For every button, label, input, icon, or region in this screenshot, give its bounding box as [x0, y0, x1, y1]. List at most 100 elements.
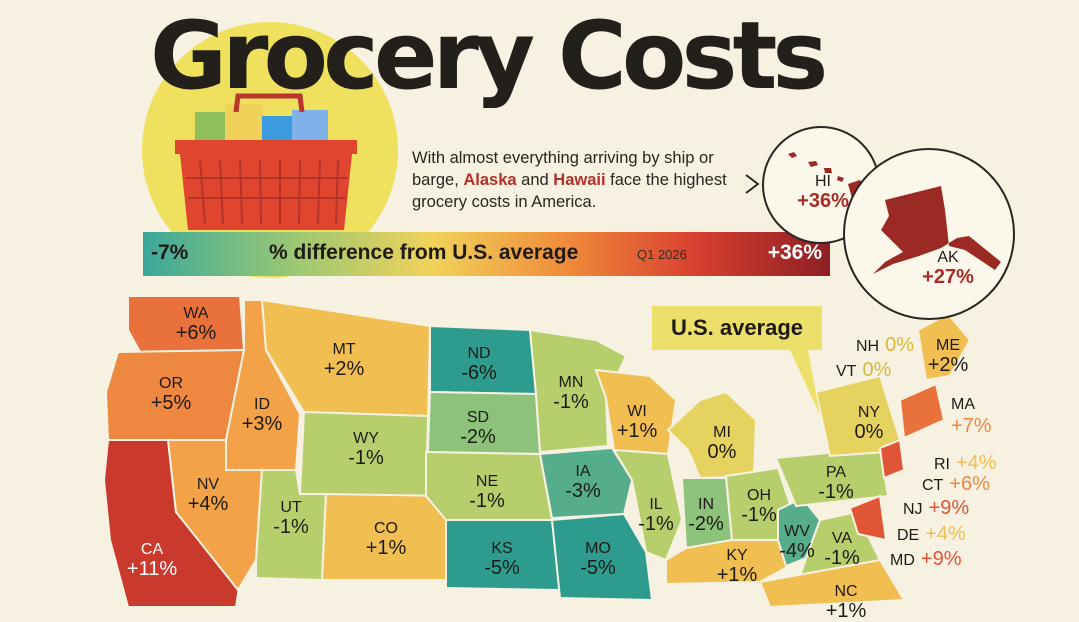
state-value: +1% [825, 599, 867, 622]
intro-text: With almost everything arriving by ship … [412, 147, 742, 213]
state-label-wi: WI +1% [616, 403, 658, 442]
usavg-pointer [790, 350, 820, 415]
state-value: +2% [323, 357, 365, 380]
side-code: NH [856, 338, 880, 355]
state-label-mt: MT +2% [323, 341, 365, 380]
state-label-ny: NY 0% [854, 404, 884, 443]
state-shape-ia [538, 446, 634, 520]
side-label-de: DE +4% [897, 522, 966, 546]
state-value: -2% [688, 512, 724, 535]
state-code: ND [467, 345, 491, 362]
state-code: VA [831, 530, 853, 547]
side-label-ma: MA +7% [951, 395, 992, 438]
state-code: WA [183, 305, 209, 322]
state-label-va: VA -1% [824, 530, 860, 569]
state-label-mi: MI 0% [707, 424, 737, 463]
state-value: -1% [638, 512, 674, 535]
legend-max: +36% [767, 241, 822, 264]
state-label-oh: OH -1% [741, 487, 777, 526]
us-average-callout: U.S. average [652, 306, 822, 350]
state-code: MI [713, 424, 731, 441]
state-shapes [102, 295, 972, 607]
state-code: OH [746, 487, 771, 504]
side-label-nh: NH 0% [856, 333, 914, 357]
state-code: MT [332, 341, 356, 358]
side-code: RI [934, 456, 950, 473]
side-value: +4% [956, 452, 997, 474]
state-label-il: IL -1% [638, 496, 674, 535]
state-value: -1% [469, 489, 505, 512]
legend-label: % difference from U.S. average [269, 241, 579, 264]
state-value: +11% [126, 557, 178, 580]
state-code: NC [834, 583, 858, 600]
state-label-or: OR +5% [151, 375, 192, 414]
state-value: +1% [616, 419, 658, 442]
page-title: Grocery Costs [150, 2, 828, 111]
state-value: -1% [818, 480, 854, 503]
side-value: 0% [862, 359, 892, 381]
side-label-ct: CT +6% [922, 472, 990, 496]
state-label-nv: NV +4% [187, 476, 229, 515]
side-code: VT [836, 363, 857, 380]
state-code: WI [627, 403, 647, 420]
state-value: +1% [365, 536, 407, 559]
state-label-id: ID +3% [241, 396, 283, 435]
state-label-in: IN -2% [688, 496, 724, 535]
side-code: MA [951, 396, 975, 413]
intro-hawaii: Hawaii [553, 171, 606, 189]
side-label-vt: VT 0% [836, 358, 891, 382]
intro-pointer [745, 174, 760, 194]
state-label-wy: WY -1% [348, 430, 384, 469]
state-label-ne: NE -1% [469, 473, 505, 512]
state-code: KS [491, 540, 513, 557]
hawaii-code: HI [815, 173, 831, 190]
state-value: -5% [484, 556, 520, 579]
state-value: -2% [460, 425, 496, 448]
state-shape-east-2 [848, 494, 888, 542]
state-code: IA [575, 463, 591, 480]
state-code: IL [649, 496, 663, 513]
state-code: SD [466, 409, 490, 426]
side-label-md: MD +9% [890, 547, 961, 571]
state-code: OR [159, 375, 183, 392]
state-value: -1% [273, 515, 309, 538]
state-label-nc: NC +1% [825, 583, 867, 622]
side-code: DE [897, 527, 920, 544]
side-value: +4% [925, 523, 966, 545]
state-value: 0% [707, 440, 737, 463]
side-code: CT [922, 477, 944, 494]
state-code: IN [697, 496, 714, 513]
state-label-mo: MO -5% [580, 540, 616, 579]
state-value: +1% [716, 563, 758, 586]
state-code: KY [726, 547, 748, 564]
intro-alaska: Alaska [463, 171, 517, 189]
intro-and: and [516, 171, 554, 189]
state-code: MN [558, 374, 584, 391]
state-label-wv: WV -4% [779, 523, 815, 562]
side-value: +9% [928, 497, 970, 519]
state-shape-mn [528, 328, 628, 454]
side-code: NJ [903, 501, 923, 518]
state-shape-mi [666, 390, 758, 480]
state-label-me: ME +2% [927, 337, 969, 376]
legend-period: Q1 2026 [637, 247, 687, 262]
state-code: CA [140, 541, 164, 558]
state-value: +4% [187, 492, 229, 515]
state-label-ks: KS -5% [484, 540, 520, 579]
state-value: -5% [580, 556, 616, 579]
state-value: 0% [854, 420, 884, 443]
state-code: ME [936, 337, 960, 354]
alaska-label: AK +27% [922, 249, 974, 288]
alaska-inset: AK +27% [843, 148, 1015, 320]
color-legend: -7% % difference from U.S. average Q1 20… [143, 232, 830, 276]
legend-min: -7% [151, 241, 189, 264]
state-code: ID [254, 396, 270, 413]
basket-icon [175, 93, 357, 230]
state-value: +3% [241, 412, 283, 435]
state-value: +2% [927, 353, 969, 376]
side-value: +6% [949, 473, 990, 495]
state-value: -3% [565, 479, 601, 502]
state-code: WY [353, 430, 379, 447]
infographic: Grocery Costs With almost everything arr… [102, 2, 1015, 621]
state-value: +6% [175, 321, 217, 344]
